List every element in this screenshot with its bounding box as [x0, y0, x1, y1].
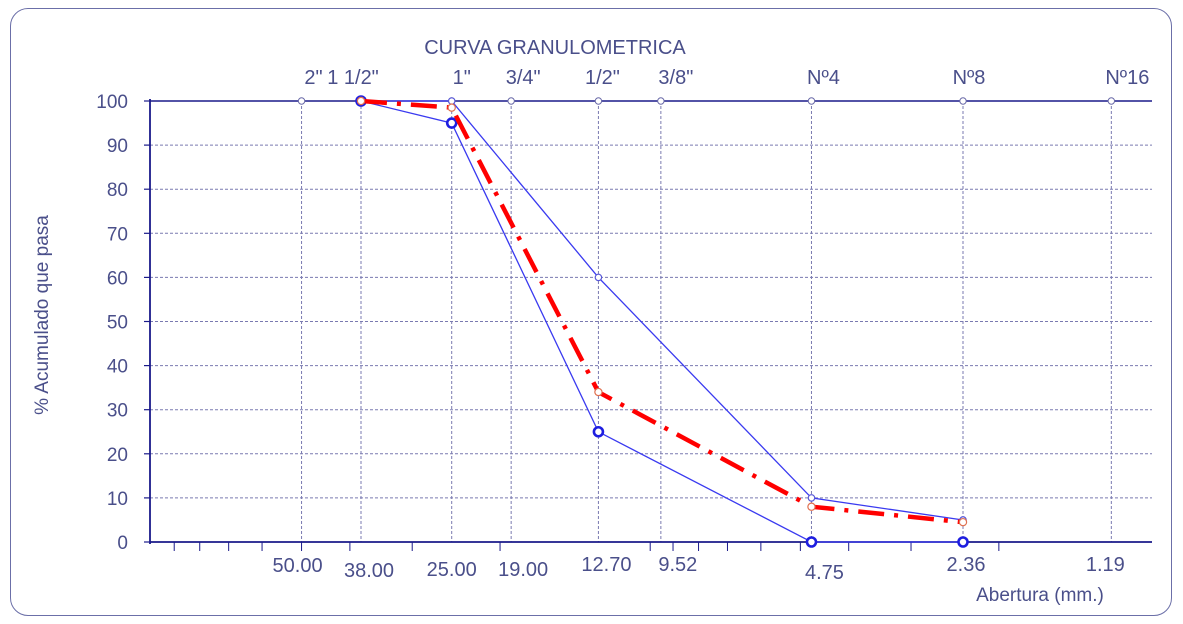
x-tick-label: 25.00	[427, 559, 477, 581]
y-tick-label: 100	[96, 92, 128, 113]
sieve-marker	[1107, 97, 1116, 105]
lower-limit-point	[445, 117, 458, 129]
sieve-marker	[959, 97, 967, 105]
chart-frame	[10, 8, 1172, 616]
sieve-marker	[807, 97, 816, 105]
sieve-marker	[657, 97, 665, 105]
sample-point	[958, 517, 968, 527]
y-tick-label: 50	[107, 313, 128, 334]
chart-title: CURVA GRANULOMETRICA	[424, 37, 686, 59]
y-axis-label: % Acumulado que pasa	[32, 215, 53, 415]
sieve-label: 1 1/2"	[327, 67, 379, 89]
sieve-label: 2"	[304, 67, 322, 89]
x-tick-label: 4.75	[805, 562, 844, 584]
sieve-label: 3/8"	[658, 67, 693, 89]
sample-point	[807, 502, 816, 511]
x-axis-label: Abertura (mm.)	[976, 585, 1104, 606]
sieve-label: Nº8	[953, 67, 986, 89]
lower-limit-point	[805, 536, 818, 548]
sieve-label: 1/2"	[585, 67, 620, 89]
x-tick-label: 12.70	[581, 554, 631, 576]
lower-limit-point	[592, 425, 605, 438]
x-tick-label: 38.00	[344, 560, 394, 582]
sample-point	[356, 96, 366, 106]
sieve-marker	[297, 97, 306, 105]
y-tick-label: 60	[107, 268, 128, 289]
y-tick-label: 20	[107, 445, 128, 466]
upper-limit-point	[447, 97, 456, 105]
y-tick-label: 90	[107, 136, 128, 157]
y-tick-label: 10	[107, 489, 128, 510]
sieve-label: 1"	[453, 67, 471, 89]
y-tick-label: 30	[107, 401, 128, 422]
sieve-marker	[594, 97, 603, 105]
sieve-label: Nº4	[807, 67, 840, 89]
y-tick-label: 70	[107, 224, 128, 245]
sieve-label: 3/4"	[506, 67, 541, 89]
x-tick-label: 9.52	[658, 554, 697, 576]
sample-point	[594, 387, 603, 397]
upper-limit-point	[594, 273, 603, 282]
y-tick-label: 0	[117, 533, 128, 554]
x-tick-label: 2.36	[947, 554, 986, 576]
sieve-marker	[507, 97, 515, 105]
y-tick-label: 80	[107, 180, 128, 201]
x-tick-label: 19.00	[498, 559, 548, 581]
y-tick-label: 40	[107, 357, 128, 378]
x-tick-label: 1.19	[1086, 554, 1125, 576]
upper-limit-point	[807, 494, 816, 502]
x-tick-label: 50.00	[273, 555, 323, 577]
sieve-label: Nº16	[1105, 67, 1149, 89]
lower-limit-point	[957, 536, 969, 548]
sample-point	[447, 103, 456, 112]
